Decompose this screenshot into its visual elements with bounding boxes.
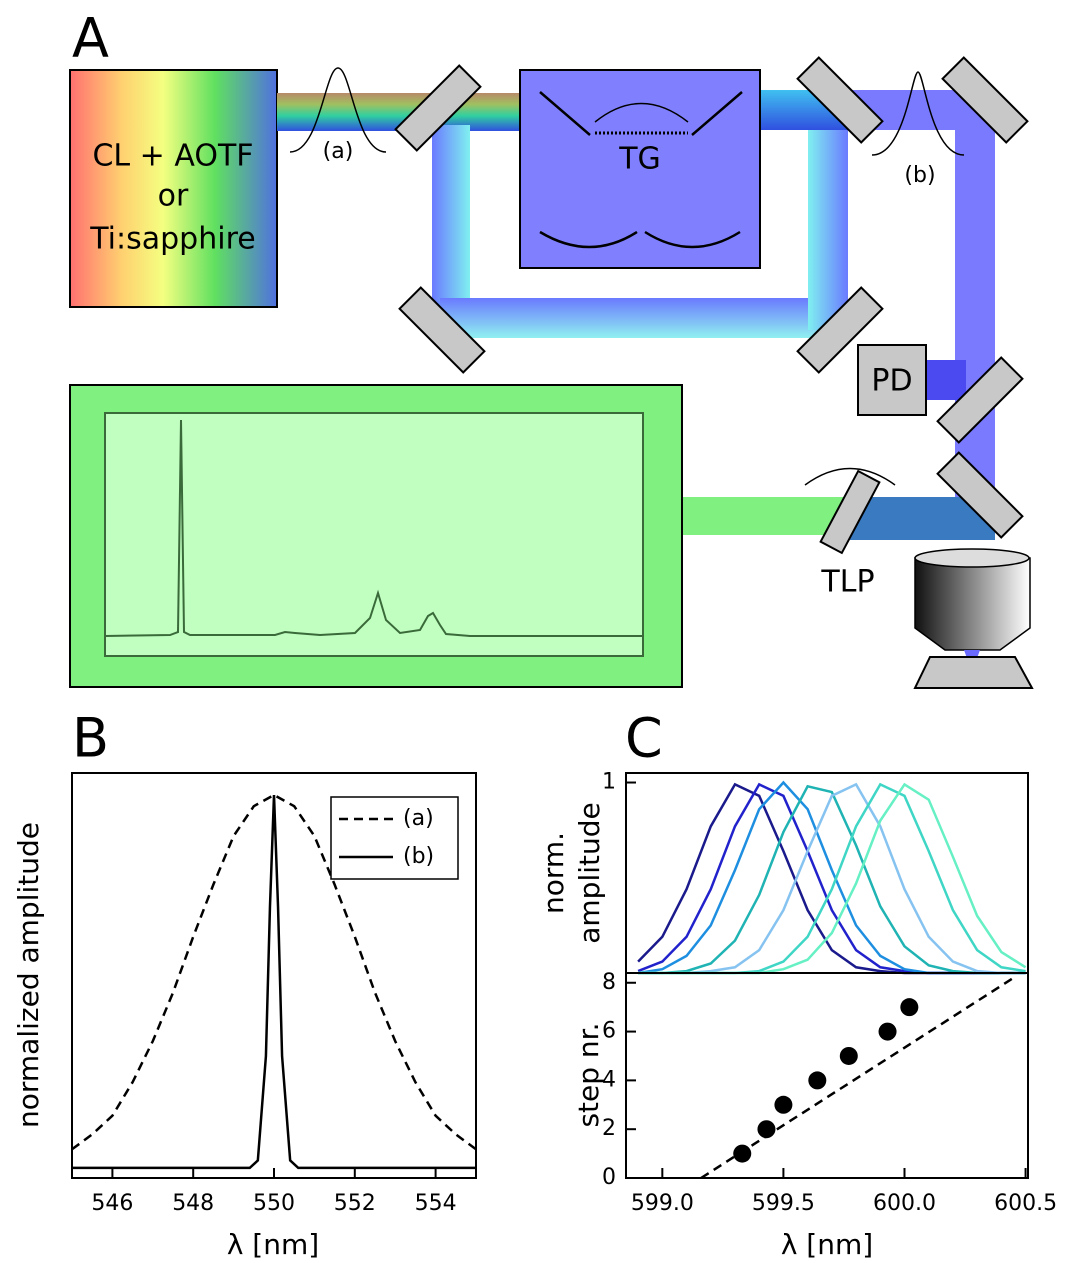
- data-point: [808, 1071, 827, 1090]
- series-line: [638, 784, 1026, 975]
- x-tick-label: 546: [91, 1191, 133, 1216]
- beam: [926, 360, 966, 400]
- detector-label: PD: [871, 364, 912, 399]
- mirror-lines: [539, 91, 743, 136]
- data-point: [733, 1144, 752, 1163]
- beam: [440, 298, 848, 338]
- pulse: [289, 67, 387, 153]
- light-source: [69, 69, 278, 308]
- data-point: [900, 998, 919, 1017]
- x-tick-label: 552: [334, 1191, 376, 1216]
- y-axis-label: step nr.: [572, 1022, 605, 1127]
- y-tick-label: 4: [602, 1067, 616, 1092]
- rotation-arrow: [804, 467, 896, 486]
- pulse: [871, 71, 965, 156]
- data-point: [757, 1120, 776, 1139]
- y-axis-label: norm.: [537, 832, 570, 914]
- detector: [857, 344, 927, 416]
- legend-label: (a): [403, 806, 434, 831]
- screen-plot: [104, 412, 644, 657]
- beam: [682, 497, 852, 535]
- beam: [432, 125, 470, 320]
- beam: [955, 100, 995, 520]
- y-tick-label: 1: [602, 770, 616, 795]
- source-text: Ti:sapphire: [89, 222, 255, 257]
- y-tick-label: 6: [602, 1019, 616, 1044]
- pulse-label: (a): [323, 139, 354, 164]
- legend-box: [330, 796, 459, 880]
- screen-spectrum: [104, 419, 643, 637]
- beam: [808, 100, 848, 330]
- x-tick-label: 554: [415, 1191, 457, 1216]
- lens-label: TLP: [820, 565, 874, 600]
- curved-mirrors: [539, 230, 741, 249]
- series-line: [638, 782, 1026, 975]
- source-text: CL + AOTF: [92, 139, 253, 174]
- mirrors: [394, 56, 1029, 555]
- y-axis-label: amplitude: [573, 802, 606, 944]
- fit-line: [700, 976, 1015, 1180]
- objective: [914, 557, 1031, 651]
- y-tick-label: 2: [602, 1116, 616, 1141]
- panel-label: A: [72, 7, 109, 70]
- series-line: [637, 780, 1026, 975]
- sample: [913, 656, 1034, 689]
- x-tick-label: 600.0: [873, 1191, 936, 1216]
- x-tick-label: 599.5: [752, 1191, 815, 1216]
- data-point: [774, 1095, 793, 1114]
- series-line: [72, 794, 476, 1170]
- series-line: [71, 793, 477, 1151]
- beam: [277, 93, 520, 131]
- x-axis-label: λ [nm]: [227, 1228, 319, 1261]
- x-tick-label: 600.5: [994, 1191, 1057, 1216]
- rotation-arrow: [594, 102, 689, 123]
- objective-top: [914, 548, 1030, 568]
- plot-frame: [625, 972, 1029, 1179]
- legend-label: (b): [403, 844, 434, 869]
- pulse-label: (b): [904, 163, 935, 188]
- x-tick-label: 599.0: [631, 1191, 694, 1216]
- source-text: or: [158, 179, 189, 214]
- panel-label: C: [625, 707, 663, 770]
- y-axis-label: normalized amplitude: [12, 822, 45, 1128]
- y-tick-label: 8: [602, 970, 616, 995]
- grating-label: TG: [618, 142, 661, 177]
- y-tick-label: 0: [602, 1165, 616, 1190]
- x-tick-label: 550: [253, 1191, 295, 1216]
- data-point: [878, 1022, 897, 1041]
- data-point: [839, 1046, 858, 1065]
- x-axis-label: λ [nm]: [781, 1228, 873, 1261]
- panel-label: B: [72, 707, 109, 770]
- x-tick-label: 548: [172, 1191, 214, 1216]
